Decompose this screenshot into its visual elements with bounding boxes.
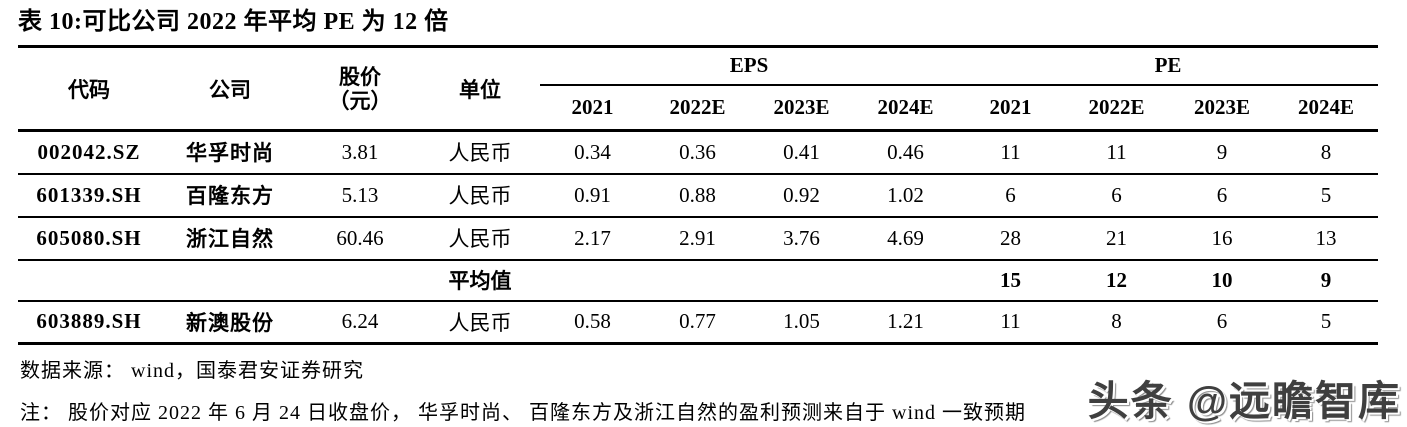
- table-row: 603889.SH 新澳股份 6.24 人民币 0.58 0.77 1.05 1…: [18, 301, 1379, 344]
- stock-price: 3.81: [341, 139, 379, 164]
- table-row: 605080.SH 浙江自然 60.46 人民币 2.17 2.91 3.76 …: [18, 217, 1379, 260]
- company-name: 浙江自然: [186, 227, 274, 251]
- header-price-line2: （元）: [328, 88, 392, 113]
- average-row: 平均值 15 12 10 9: [18, 260, 1379, 301]
- stock-code: 603889.SH: [36, 309, 142, 334]
- header-price-line1: 股价: [339, 64, 381, 89]
- stock-price: 5.13: [341, 182, 379, 207]
- eps-2023e: 3.76: [783, 225, 820, 250]
- stock-code: [18, 260, 160, 301]
- footnote: 注： 股价对应 2022 年 6 月 24 日收盘价， 华孚时尚、 百隆东方及浙…: [20, 402, 1026, 424]
- company-name: [160, 260, 300, 301]
- pe-2023e: 6: [1216, 182, 1228, 207]
- eps-2024e: 1.21: [887, 309, 924, 334]
- currency-unit: 人民币: [448, 184, 512, 208]
- pe-2021: 11: [1000, 139, 1021, 164]
- eps-2022e: [645, 260, 750, 301]
- eps-2022e: 0.88: [679, 182, 716, 207]
- currency-unit: 人民币: [448, 227, 512, 251]
- pe-2024e: 5: [1320, 182, 1332, 207]
- eps-2024e: 4.69: [887, 225, 924, 250]
- eps-2023e: 0.41: [783, 139, 820, 164]
- stock-price: 60.46: [336, 225, 384, 250]
- currency-unit: 人民币: [448, 141, 512, 166]
- stock-code: 002042.SZ: [37, 139, 141, 164]
- stock-price: [300, 260, 420, 301]
- data-source-note: 数据来源： wind，国泰君安证券研究: [20, 360, 364, 382]
- comparable-companies-table: 代码 公司 股价 （元） 单位 EPS PE 2021 2022E 2023E …: [18, 45, 1379, 345]
- watermark-logo: 头条 @远瞻智库: [1087, 378, 1401, 424]
- header-years-row: 2021 2022E 2023E 2024E 2021 2022E 2023E …: [18, 85, 1379, 131]
- pe-2023e: 6: [1216, 309, 1228, 334]
- eps-2024e: [853, 260, 958, 301]
- header-pe-2021: 2021: [989, 94, 1032, 119]
- header-eps-2024e: 2024E: [877, 94, 934, 119]
- pe-2021: 11: [1000, 309, 1021, 334]
- eps-2021: [540, 260, 645, 301]
- pe-2023e: 9: [1216, 139, 1228, 164]
- header-pe-group: PE: [958, 46, 1379, 86]
- header-company: 公司: [209, 77, 251, 102]
- average-label: 平均值: [448, 269, 512, 293]
- table-title: 表 10:可比公司 2022 年平均 PE 为 12 倍: [18, 9, 449, 35]
- company-name: 新澳股份: [186, 310, 274, 335]
- table-row: 002042.SZ 华孚时尚 3.81 人民币 0.34 0.36 0.41 0…: [18, 131, 1379, 174]
- stock-code: 601339.SH: [36, 182, 142, 207]
- header-pe-2022e: 2022E: [1088, 94, 1145, 119]
- pe-2022e: 11: [1106, 139, 1127, 164]
- header-pe-2023e: 2023E: [1194, 94, 1251, 119]
- eps-2021: 0.91: [574, 182, 611, 207]
- eps-2024e: 1.02: [887, 182, 924, 207]
- eps-2023e: 0.92: [783, 182, 820, 207]
- eps-2022e: 0.77: [679, 309, 716, 334]
- pe-avg-2021: 15: [1000, 267, 1022, 292]
- pe-2022e: 6: [1111, 182, 1122, 207]
- pe-2022e: 21: [1106, 225, 1128, 250]
- header-group-row: 代码 公司 股价 （元） 单位 EPS PE: [18, 46, 1379, 113]
- pe-avg-2022e: 12: [1106, 267, 1128, 292]
- pe-avg-2024e: 9: [1320, 267, 1332, 292]
- company-name: 华孚时尚: [186, 141, 274, 166]
- header-eps-2023e: 2023E: [773, 94, 830, 119]
- eps-2021: 0.58: [574, 309, 611, 334]
- header-pe-2024e: 2024E: [1298, 94, 1355, 119]
- header-eps-2022e: 2022E: [669, 94, 726, 119]
- pe-avg-2023e: 10: [1211, 267, 1233, 292]
- header-eps-group: EPS: [540, 46, 959, 86]
- header-price: 股价 （元）: [300, 47, 420, 131]
- eps-2023e: [750, 260, 853, 301]
- pe-2023e: 16: [1211, 225, 1233, 250]
- pe-2021: 6: [1005, 182, 1016, 207]
- pe-2024e: 13: [1315, 225, 1337, 250]
- eps-2021: 0.34: [574, 139, 611, 164]
- table-row: 601339.SH 百隆东方 5.13 人民币 0.91 0.88 0.92 1…: [18, 174, 1379, 217]
- pe-2024e: 5: [1320, 309, 1332, 334]
- eps-2022e: 2.91: [679, 225, 716, 250]
- stock-code: 605080.SH: [36, 225, 142, 250]
- eps-2023e: 1.05: [783, 309, 820, 334]
- company-name: 百隆东方: [186, 184, 274, 208]
- currency-unit: 人民币: [448, 310, 512, 335]
- header-code: 代码: [68, 77, 110, 102]
- pe-2024e: 8: [1320, 139, 1332, 164]
- eps-2021: 2.17: [574, 225, 611, 250]
- stock-price: 6.24: [341, 309, 379, 334]
- eps-2022e: 0.36: [679, 139, 716, 164]
- pe-2021: 28: [1000, 225, 1022, 250]
- pe-2022e: 8: [1111, 309, 1122, 334]
- header-eps-2021: 2021: [571, 94, 614, 119]
- eps-2024e: 0.46: [887, 139, 924, 164]
- header-unit: 单位: [459, 77, 501, 102]
